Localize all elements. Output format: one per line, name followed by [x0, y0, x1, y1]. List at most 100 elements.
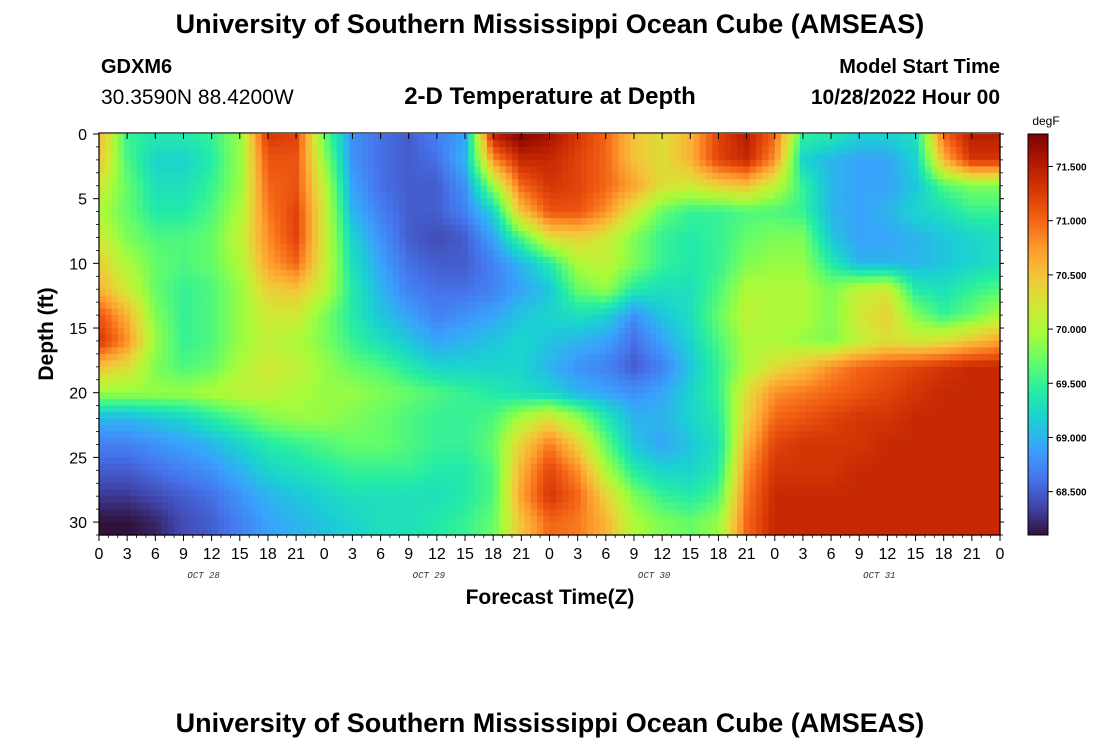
heatmap-cell — [874, 282, 882, 290]
heatmap-cell — [186, 224, 194, 232]
heatmap-cell — [411, 353, 419, 361]
heatmap-cell — [255, 237, 263, 245]
heatmap-cell — [274, 218, 282, 226]
heatmap-cell — [299, 224, 307, 232]
heatmap-cell — [236, 218, 244, 226]
heatmap-cell — [199, 289, 206, 297]
heatmap-cell — [918, 231, 926, 239]
heatmap-cell — [981, 166, 989, 174]
heatmap-cell — [755, 159, 763, 167]
heatmap-cell — [580, 166, 588, 174]
heatmap-cell — [831, 321, 838, 329]
heatmap-cell — [205, 289, 213, 297]
heatmap-cell — [136, 315, 144, 323]
heatmap-cell — [587, 315, 594, 323]
heatmap-cell — [299, 185, 307, 193]
heatmap-cell — [693, 218, 701, 226]
heatmap-cell — [361, 256, 369, 264]
heatmap-cell — [142, 198, 150, 206]
heatmap-cell — [317, 263, 325, 271]
heatmap-cell — [455, 192, 463, 200]
heatmap-cell — [687, 140, 695, 148]
heatmap-cell — [399, 243, 407, 252]
heatmap-cell — [624, 231, 632, 239]
heatmap-cell — [292, 224, 300, 232]
heatmap-cell — [637, 269, 644, 277]
heatmap-cell — [267, 140, 275, 148]
heatmap-cell — [724, 224, 732, 232]
heatmap-cell — [949, 205, 957, 213]
heatmap-cell — [199, 192, 206, 200]
heatmap-cell — [430, 276, 438, 284]
heatmap-cell — [724, 263, 732, 271]
heatmap-cell — [643, 166, 651, 174]
heatmap-cell — [267, 256, 275, 264]
heatmap-cell — [743, 192, 751, 200]
heatmap-cell — [937, 179, 945, 187]
heatmap-cell — [718, 321, 726, 329]
heatmap-cell — [937, 328, 945, 336]
heatmap-cell — [524, 302, 532, 310]
heatmap-cell — [474, 140, 482, 148]
heatmap-cell — [605, 159, 613, 167]
heatmap-cell — [530, 347, 538, 355]
heatmap-cell — [618, 282, 626, 290]
heatmap-cell — [824, 340, 832, 349]
heatmap-cell — [292, 328, 300, 336]
heatmap-cell — [924, 218, 932, 226]
heatmap-cell — [236, 321, 244, 329]
heatmap-cell — [543, 179, 551, 187]
heatmap-cell — [956, 256, 964, 264]
heatmap-cell — [111, 269, 119, 277]
heatmap-cell — [774, 134, 782, 142]
heatmap-cell — [774, 269, 782, 277]
heatmap-cell — [299, 295, 307, 303]
heatmap-cell — [943, 328, 951, 336]
heatmap-cell — [449, 146, 457, 155]
heatmap-cell — [336, 179, 344, 187]
heatmap-cell — [862, 198, 870, 206]
heatmap-cell — [699, 153, 707, 161]
heatmap-cell — [937, 295, 945, 303]
heatmap-cell — [637, 218, 644, 226]
heatmap-cell — [368, 269, 375, 277]
heatmap-cell — [242, 302, 250, 310]
heatmap-cell — [643, 243, 651, 252]
heatmap-cell — [724, 146, 732, 155]
heatmap-cell — [524, 205, 532, 213]
heatmap-cell — [743, 321, 751, 329]
heatmap-cell — [130, 140, 138, 148]
heatmap-cell — [874, 224, 882, 232]
heatmap-cell — [124, 224, 131, 232]
heatmap-cell — [280, 315, 288, 323]
heatmap-cell — [299, 308, 307, 316]
heatmap-cell — [443, 328, 450, 336]
heatmap-cell — [687, 282, 695, 290]
heatmap-cell — [618, 289, 626, 297]
heatmap-cell — [436, 334, 444, 342]
heatmap-cell — [330, 237, 338, 245]
heatmap-cell — [230, 269, 238, 277]
heatmap-cell — [199, 211, 206, 219]
heatmap-cell — [493, 289, 501, 297]
heatmap-cell — [180, 328, 188, 336]
heatmap-cell — [99, 282, 106, 290]
heatmap-cell — [918, 185, 926, 193]
heatmap-cell — [511, 159, 519, 167]
heatmap-cell — [580, 276, 588, 284]
heatmap-cell — [881, 315, 888, 323]
heatmap-cell — [587, 347, 594, 355]
heatmap-cell — [931, 237, 939, 245]
heatmap-cell — [599, 263, 607, 271]
heatmap-cell — [249, 256, 257, 264]
heatmap-cell — [230, 340, 238, 349]
heatmap-cell — [899, 347, 907, 355]
heatmap-cell — [142, 321, 150, 329]
heatmap-cell — [317, 192, 325, 200]
heatmap-cell — [906, 218, 914, 226]
heatmap-cell — [943, 340, 951, 349]
heatmap-cell — [643, 153, 651, 161]
heatmap-cell — [361, 211, 369, 219]
heatmap-cell — [349, 237, 357, 245]
heatmap-cell — [874, 159, 882, 167]
